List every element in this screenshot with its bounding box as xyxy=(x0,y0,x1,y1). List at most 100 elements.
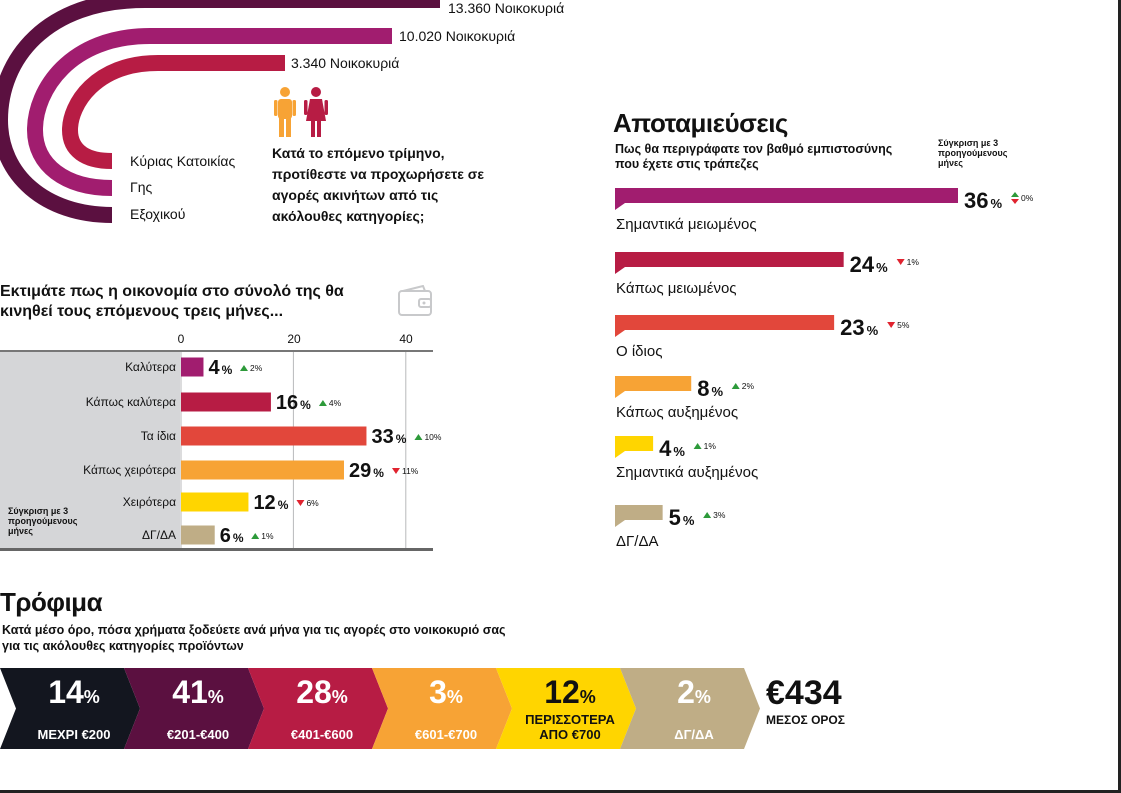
property-arc-holiday-home xyxy=(0,0,440,223)
man-woman-icon xyxy=(274,87,328,137)
economy-bar-4 xyxy=(181,460,344,480)
economy-value-label-5: 12% xyxy=(253,492,288,514)
property-arc-land xyxy=(26,28,392,196)
frame-border-right xyxy=(1118,0,1121,793)
economy-category-label-2: Κάπως καλύτερα xyxy=(86,395,176,409)
food-segment-6 xyxy=(620,668,760,749)
savings-change-arrow-1 xyxy=(1011,192,1019,204)
savings-change-arrow-5 xyxy=(693,443,702,449)
economy-top-rule xyxy=(0,350,433,352)
savings-category-label-3: Ο ίδιος xyxy=(616,343,662,360)
property-cat-holiday-home: Εξοχικού xyxy=(130,206,186,222)
property-value-holiday-home: 13.360 Νοικοκυριά xyxy=(448,0,565,16)
food-segment-4 xyxy=(372,668,512,749)
food-segment-label-1: ΜΕΧΡΙ €200 xyxy=(37,727,111,742)
economy-change-label-2: 4% xyxy=(329,398,342,408)
economy-change-arrow-1 xyxy=(239,365,248,371)
economy-category-label-1: Καλύτερα xyxy=(125,360,176,374)
economy-xtick-20: 20 xyxy=(287,332,301,346)
savings-change-arrow-6 xyxy=(703,512,712,518)
economy-value-label-2: 16% xyxy=(276,392,311,414)
economy-change-arrow-4 xyxy=(391,468,400,474)
economy-value-label-3: 33% xyxy=(371,426,406,448)
economy-change-label-5: 6% xyxy=(306,498,319,508)
savings-category-label-4: Κάπως αυξημένος xyxy=(616,404,738,421)
economy-bar-2 xyxy=(181,392,271,412)
economy-xtick-0: 0 xyxy=(177,332,185,346)
food-question: Κατά μέσο όρο, πόσα χρήματα ξοδεύετε ανά… xyxy=(2,623,506,653)
economy-change-label-4: 11% xyxy=(402,466,419,476)
economy-bar-1 xyxy=(181,357,204,377)
food-segment-1 xyxy=(0,668,140,749)
savings-change-arrow-2 xyxy=(896,259,905,265)
savings-value-label-2: 24% xyxy=(850,252,888,277)
savings-value-label-5: 4% xyxy=(659,436,685,461)
savings-bar-1 xyxy=(615,188,958,210)
economy-category-label-4: Κάπως χειρότερα xyxy=(83,463,176,477)
savings-compare-note: Σύγκριση με 3 προηγούμενους μήνες xyxy=(938,138,1008,168)
economy-question: Εκτιμάτε πως η οικονομία στο σύνολό της … xyxy=(0,283,344,320)
savings-bar-2 xyxy=(615,252,844,274)
food-title: Τρόφιμα xyxy=(0,587,103,617)
economy-change-label-3: 10% xyxy=(424,432,441,442)
economy-change-arrow-3 xyxy=(414,434,423,440)
savings-change-label-2: 1% xyxy=(907,257,920,267)
economy-category-panel xyxy=(0,351,180,548)
food-segment-3 xyxy=(248,668,388,749)
economy-value-label-1: 4% xyxy=(208,357,232,379)
savings-change-arrow-4 xyxy=(731,383,740,389)
frame-border-bottom xyxy=(0,790,1121,793)
savings-value-label-6: 5% xyxy=(669,505,695,530)
savings-title: Αποταμιεύσεις xyxy=(613,108,788,138)
food-segment-value-6: 2% xyxy=(677,674,711,710)
savings-bar-5 xyxy=(615,436,654,458)
savings-change-label-3: 5% xyxy=(897,320,910,330)
food-segment-2 xyxy=(124,668,264,749)
property-question: Κατά το επόμενο τρίμηνο, προτίθεστε να π… xyxy=(272,145,484,224)
food-average-label: ΜΕΣΟΣ ΟΡΟΣ xyxy=(766,713,845,727)
savings-change-label-6: 3% xyxy=(713,510,726,520)
savings-category-label-1: Σημαντικά μειωμένος xyxy=(616,216,757,233)
economy-xtick-40: 40 xyxy=(399,332,413,346)
food-segment-label-4: €601-€700 xyxy=(414,727,478,742)
savings-bar-4 xyxy=(615,376,692,398)
economy-change-arrow-5 xyxy=(296,500,305,506)
property-cat-main-home: Κύριας Κατοικίας xyxy=(130,153,236,169)
economy-bar-chart: Καλύτερα 4% 2% Κάπως καλύτερα 16% 4% Τα ίδια 33… xyxy=(83,352,442,548)
food-segment-value-3: 28% xyxy=(296,674,348,710)
food-chevron-strip xyxy=(0,668,760,749)
savings-change-label-5: 1% xyxy=(704,441,717,451)
savings-value-label-4: 8% xyxy=(697,376,723,401)
savings-change-label-4: 2% xyxy=(742,381,755,391)
property-value-land: 10.020 Νοικοκυριά xyxy=(399,28,516,44)
savings-bar-3 xyxy=(615,315,835,337)
economy-compare-note: Σύγκριση με 3 προηγούμενους μήνες xyxy=(8,506,78,536)
property-cat-land: Γης xyxy=(130,179,153,195)
economy-bar-6 xyxy=(181,525,215,545)
food-segment-label-2: €201-€400 xyxy=(166,727,230,742)
savings-change-arrow-3 xyxy=(887,322,896,328)
food-average-value: €434 xyxy=(766,674,842,712)
property-arcs-chart xyxy=(0,0,440,223)
wallet-icon xyxy=(398,285,432,316)
savings-value-label-3: 23% xyxy=(840,315,878,340)
savings-category-label-6: ΔΓ/ΔΑ xyxy=(616,533,658,550)
savings-category-label-5: Σημαντικά αυξημένος xyxy=(616,464,758,481)
food-segment-label-6: ΔΓ/ΔΑ xyxy=(674,727,714,742)
food-segment-value-4: 3% xyxy=(429,674,463,710)
economy-value-label-4: 29% xyxy=(349,460,384,482)
savings-bar-6 xyxy=(615,505,663,527)
economy-change-label-1: 2% xyxy=(250,363,263,373)
economy-category-label-3: Τα ίδια xyxy=(141,429,176,443)
property-arc-main-home xyxy=(61,55,285,169)
savings-change-label-1: 0% xyxy=(1021,193,1034,203)
food-segment-value-1: 14% xyxy=(48,674,100,710)
savings-bar-chart: Σημαντικά μειωμένος 36% 0% Κάπως μειωμένος 2… xyxy=(615,188,1034,550)
food-segment-value-2: 41% xyxy=(172,674,224,710)
property-value-main-home: 3.340 Νοικοκυριά xyxy=(291,55,400,71)
food-segment-label-5: ΠΕΡΙΣΣΟΤΕΡΑ ΑΠΟ €700 xyxy=(525,712,615,742)
economy-bottom-rule xyxy=(0,548,433,551)
savings-question: Πως θα περιγράφατε τον βαθμό εμπιστοσύνη… xyxy=(615,142,893,171)
economy-change-label-6: 1% xyxy=(261,531,274,541)
economy-change-arrow-6 xyxy=(251,533,260,539)
